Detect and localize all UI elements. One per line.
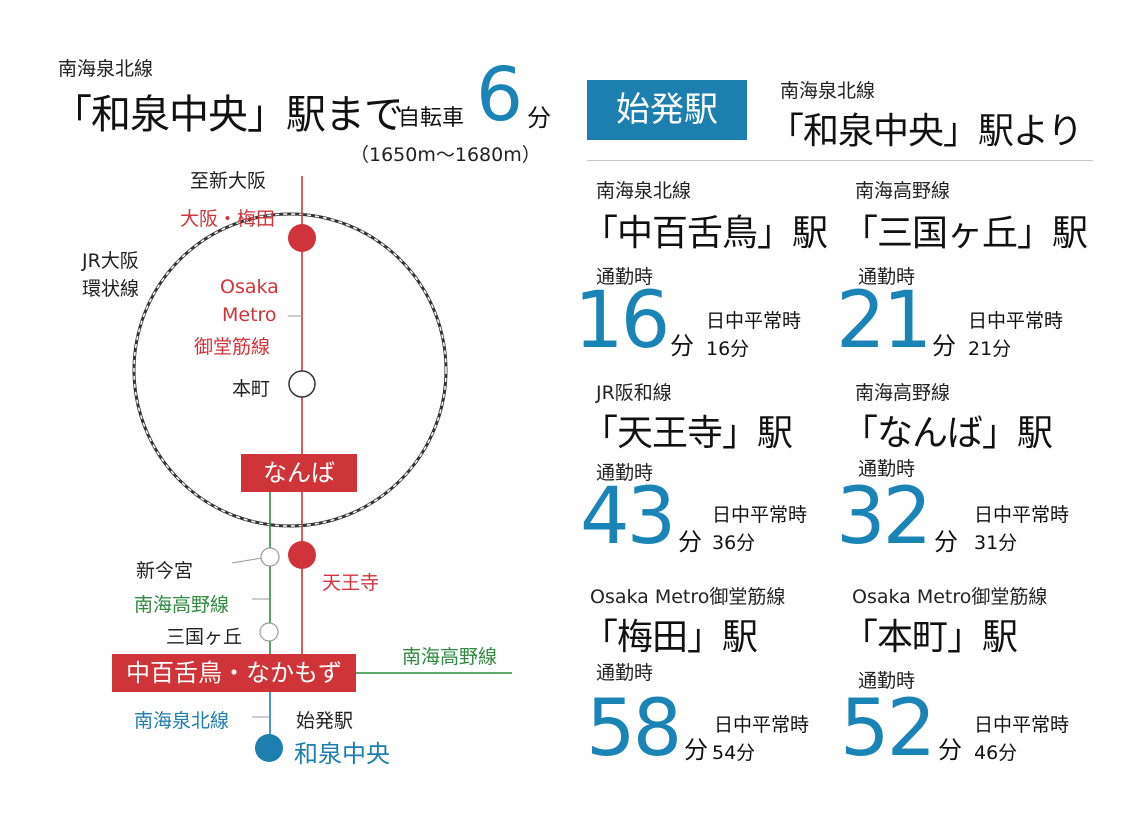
station-shinimamiya-marker <box>260 547 280 567</box>
route-commute-label: 通勤時 <box>596 266 654 288</box>
label-shin-imamiya: 新今宮 <box>136 560 194 582</box>
label-mikunigaoka: 三国ヶ丘 <box>166 626 243 648</box>
station-tennoji-marker <box>288 541 316 569</box>
route-station-name: 「なんば」駅 <box>842 413 1053 454</box>
route-commute-unit: 分 <box>684 736 708 764</box>
label-tennoji: 天王寺 <box>322 572 380 594</box>
route-line-name: Osaka Metro御堂筋線 <box>852 586 1048 608</box>
route-line-name: 南海高野線 <box>855 180 951 202</box>
station-umeda-marker <box>288 224 316 252</box>
route-line-name: Osaka Metro御堂筋線 <box>590 586 786 608</box>
station-izumichuo-marker <box>255 734 283 762</box>
route-commute-label: 通勤時 <box>858 670 916 692</box>
label-nankai-koya: 南海高野線 <box>134 594 230 616</box>
header-unit: 分 <box>527 104 551 132</box>
route-daytime-label: 日中平常時 <box>706 310 802 332</box>
label-osaka-umeda: 大阪・梅田 <box>180 208 276 230</box>
route-commute-label: 通勤時 <box>858 458 916 480</box>
route-station-name: 「本町」駅 <box>842 617 1018 658</box>
route-commute-minutes: 43 <box>580 472 676 562</box>
route-station-name: 「梅田」駅 <box>582 617 758 658</box>
header-minutes: 6 <box>476 52 524 138</box>
jr-loop-line-dash <box>133 213 447 527</box>
route-daytime-value: 16分 <box>706 338 750 360</box>
route-line-name: 南海高野線 <box>855 382 951 404</box>
route-commute-minutes: 21 <box>836 276 932 366</box>
label-metro-2: Metro <box>222 304 277 326</box>
station-nakamozu-box: 中百舌鳥・なかもず <box>112 654 356 692</box>
header-distance: （1650m〜1680m） <box>350 144 541 166</box>
header-bike-label: 自転車 <box>398 106 465 131</box>
label-nankai-koya-right: 南海高野線 <box>402 646 498 668</box>
route-station-name: 「天王寺」駅 <box>582 413 793 454</box>
route-daytime-value: 31分 <box>974 532 1018 554</box>
route-daytime-label: 日中平常時 <box>974 504 1070 526</box>
route-daytime-label: 日中平常時 <box>712 504 808 526</box>
right-header-title: 「和泉中央」駅より <box>768 111 1083 152</box>
route-station-name: 「三国ヶ丘」駅 <box>842 213 1088 254</box>
label-izumi-chuo: 和泉中央 <box>294 740 390 768</box>
route-commute-unit: 分 <box>678 528 702 556</box>
station-namba-box: なんば <box>241 454 357 492</box>
route-line-name: JR阪和線 <box>596 382 672 404</box>
route-daytime-value: 46分 <box>974 742 1018 764</box>
route-commute-unit: 分 <box>670 332 694 360</box>
route-commute-label: 通勤時 <box>596 662 654 684</box>
label-metro-3: 御堂筋線 <box>194 336 271 358</box>
route-commute-unit: 分 <box>938 736 962 764</box>
route-daytime-value: 21分 <box>968 338 1012 360</box>
route-daytime-label: 日中平常時 <box>974 714 1070 736</box>
route-station-name: 「中百舌鳥」駅 <box>582 213 828 254</box>
header-line-name: 南海泉北線 <box>58 58 154 80</box>
route-commute-minutes: 16 <box>574 276 670 366</box>
label-origin-station: 始発駅 <box>296 710 354 732</box>
route-daytime-value: 36分 <box>712 532 756 554</box>
label-honmachi: 本町 <box>232 378 271 400</box>
origin-badge: 始発駅 <box>587 80 747 140</box>
route-daytime-label: 日中平常時 <box>968 310 1064 332</box>
route-map <box>132 176 512 762</box>
route-commute-minutes: 52 <box>840 684 936 774</box>
label-nankai-senboku: 南海泉北線 <box>134 710 230 732</box>
label-jr-loop-1: JR大阪 <box>82 250 139 272</box>
label-to-shin-osaka: 至新大阪 <box>190 170 267 192</box>
header-title: 「和泉中央」駅まで <box>52 92 404 138</box>
header-divider <box>587 160 1093 161</box>
right-header-line-name: 南海泉北線 <box>780 80 876 102</box>
route-commute-unit: 分 <box>932 332 956 360</box>
route-commute-minutes: 32 <box>836 472 932 562</box>
route-commute-unit: 分 <box>934 528 958 556</box>
route-line-name: 南海泉北線 <box>596 180 692 202</box>
label-jr-loop-2: 環状線 <box>82 278 140 300</box>
route-commute-label: 通勤時 <box>858 266 916 288</box>
route-daytime-label: 日中平常時 <box>714 714 810 736</box>
route-daytime-value: 54分 <box>712 742 756 764</box>
route-commute-label: 通勤時 <box>596 462 654 484</box>
station-mikunigaoka-marker <box>259 622 279 642</box>
station-honmachi-marker <box>288 370 316 398</box>
label-metro-1: Osaka <box>220 276 279 298</box>
route-commute-minutes: 58 <box>586 684 682 774</box>
